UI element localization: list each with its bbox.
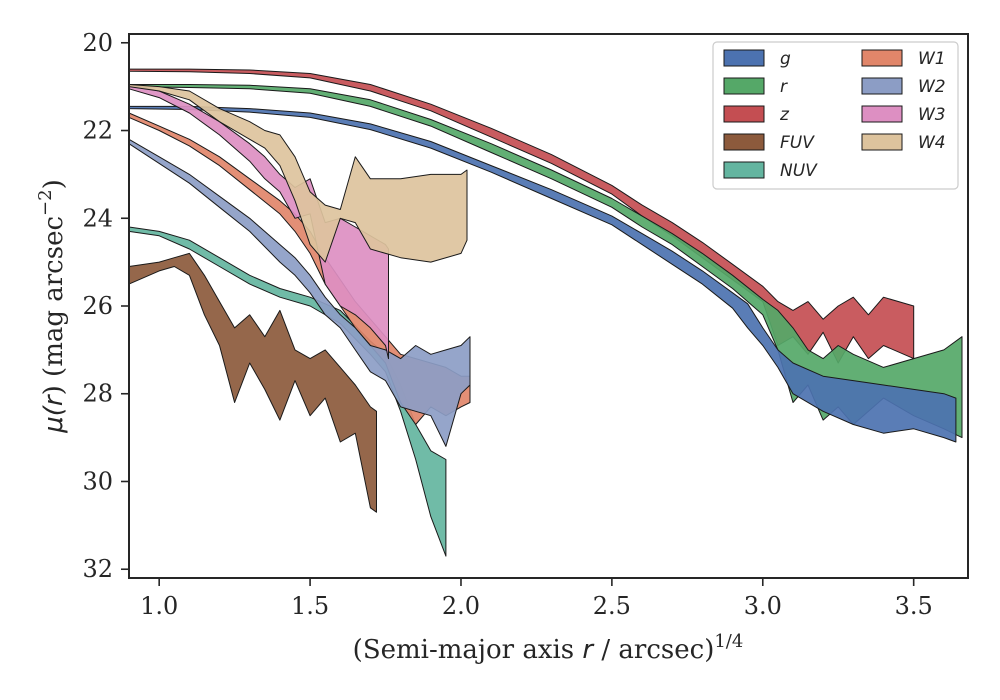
x-tick-label: 2.0 bbox=[442, 592, 480, 620]
band-w2 bbox=[128, 138, 471, 447]
x-axis-label: (Semi-major axis r / arcsec)1/4 bbox=[353, 631, 744, 665]
y-tick-label: 28 bbox=[82, 380, 113, 408]
y-axis-label-sup: −2 bbox=[35, 189, 56, 216]
legend-label-w4: W4 bbox=[918, 133, 946, 153]
legend-swatch-nuv bbox=[723, 161, 765, 179]
legend-swatch-r bbox=[723, 77, 765, 95]
band-nuv bbox=[128, 226, 447, 557]
legend-label-nuv: NUV bbox=[780, 161, 818, 181]
legend: grz FUV NUV W1 W2 W3 W4 bbox=[712, 41, 959, 190]
legend-swatch-z bbox=[723, 105, 765, 123]
legend-swatch-w1 bbox=[861, 49, 903, 67]
y-tick-label: 24 bbox=[82, 204, 113, 232]
y-tick-label: 22 bbox=[82, 117, 113, 145]
y-axis-label-close: ) (mag arcsec bbox=[39, 216, 69, 395]
legend-label-fuv: FUV bbox=[780, 133, 815, 153]
x-tick-label: 3.0 bbox=[744, 592, 782, 620]
legend-label-w3: W3 bbox=[918, 105, 946, 125]
band-layer bbox=[128, 68, 963, 557]
legend-swatch-w2 bbox=[861, 77, 903, 95]
y-axis-label-var: r bbox=[39, 393, 69, 406]
legend-items: grz FUV NUV W1 W2 W3 W4 bbox=[723, 49, 946, 181]
legend-swatch-w4 bbox=[861, 133, 903, 151]
x-tick-label: 1.0 bbox=[140, 592, 178, 620]
legend-label-w2: W2 bbox=[918, 77, 946, 97]
y-tick-label: 20 bbox=[82, 29, 113, 57]
legend-swatch-fuv bbox=[723, 133, 765, 151]
legend-label-r: r bbox=[780, 77, 788, 97]
band-w1 bbox=[128, 112, 471, 425]
band-fuv bbox=[128, 252, 377, 513]
legend-swatch-g bbox=[723, 49, 765, 67]
x-axis-label-prefix: (Semi-major axis bbox=[353, 635, 583, 665]
y-tick-label: 26 bbox=[82, 292, 113, 320]
legend-label-w1: W1 bbox=[918, 49, 946, 69]
y-tick-label: 30 bbox=[82, 467, 113, 495]
x-tick-label: 3.5 bbox=[895, 592, 933, 620]
y-axis: 20 22 24 26 28 30 32 bbox=[82, 29, 129, 583]
x-axis-label-var: r bbox=[582, 635, 595, 665]
y-axis-label-end: ) bbox=[39, 179, 69, 189]
legend-swatch-w3 bbox=[861, 105, 903, 123]
legend-label-z: z bbox=[779, 105, 790, 125]
x-tick-label: 2.5 bbox=[593, 592, 631, 620]
x-axis: 1.0 1.5 2.0 2.5 3.0 3.5 bbox=[140, 578, 933, 620]
x-axis-label-sup: 1/4 bbox=[714, 631, 743, 652]
x-axis-label-mid: / arcsec) bbox=[593, 635, 714, 665]
legend-label-g: g bbox=[780, 49, 791, 69]
x-tick-label: 1.5 bbox=[291, 592, 329, 620]
y-tick-label: 32 bbox=[82, 555, 113, 583]
y-axis-label-mu: μ( bbox=[39, 404, 69, 434]
band-g bbox=[128, 105, 957, 443]
band-w4 bbox=[128, 84, 468, 263]
y-axis-label: μ(r) (mag arcsec−2) bbox=[35, 179, 69, 434]
